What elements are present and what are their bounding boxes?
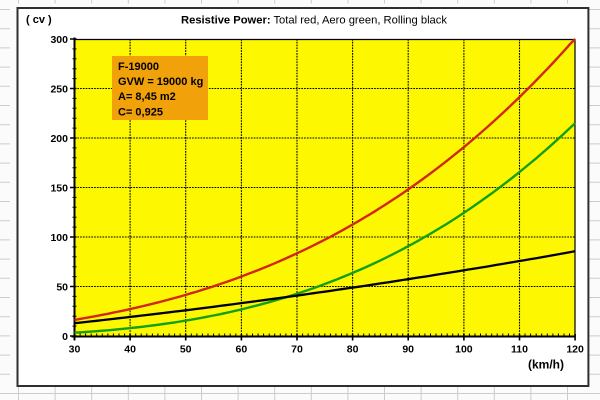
svg-text:(km/h): (km/h) [528,358,564,372]
svg-text:60: 60 [236,344,248,356]
svg-text:50: 50 [180,344,192,356]
svg-text:50: 50 [56,281,68,293]
svg-text:A= 8,45 m2: A= 8,45 m2 [118,91,176,103]
svg-text:80: 80 [347,344,359,356]
svg-text:250: 250 [50,83,68,95]
svg-text:( cv ): ( cv ) [26,14,52,26]
svg-text:200: 200 [50,133,68,145]
svg-text:100: 100 [50,232,68,244]
svg-text:150: 150 [50,182,68,194]
svg-text:100: 100 [455,344,473,356]
svg-text:F-19000: F-19000 [118,61,159,73]
svg-text:70: 70 [291,344,303,356]
svg-text:0: 0 [62,331,68,343]
svg-text:40: 40 [124,344,136,356]
svg-text:110: 110 [511,344,528,356]
svg-text:30: 30 [69,344,81,356]
svg-text:90: 90 [402,344,414,356]
svg-text:300: 300 [50,34,68,46]
svg-text:C= 0,925: C= 0,925 [118,106,163,118]
svg-text:GVW = 19000 kg: GVW = 19000 kg [118,76,203,88]
svg-text:Resistive Power: Total red, Ae: Resistive Power: Total red, Aero green, … [181,15,447,27]
svg-text:120: 120 [566,344,584,356]
